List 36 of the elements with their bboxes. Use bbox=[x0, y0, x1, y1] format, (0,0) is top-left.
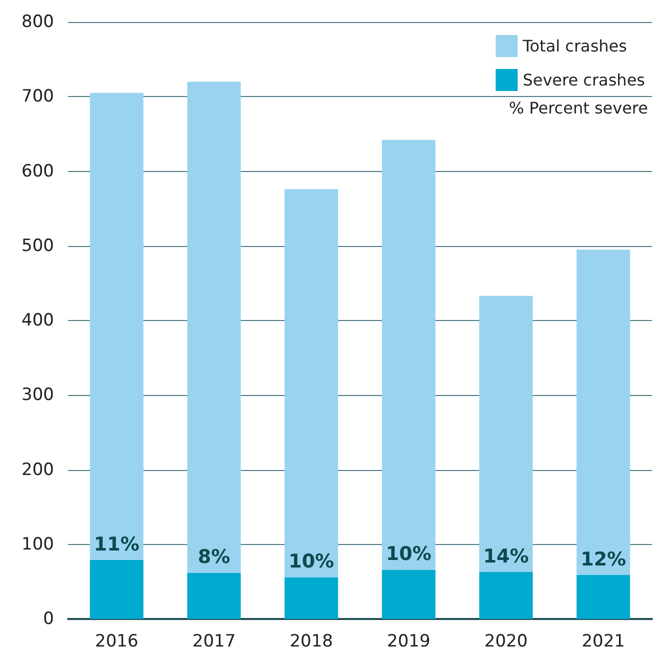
x-tick-label: 2017 bbox=[192, 632, 236, 652]
bar bbox=[576, 250, 630, 575]
bar bbox=[90, 92, 144, 560]
bar bbox=[187, 572, 241, 619]
annotation: 11% bbox=[94, 534, 140, 556]
x-tick-label: 2019 bbox=[387, 632, 430, 652]
bar bbox=[382, 140, 436, 570]
annotation: % Percent severe bbox=[508, 98, 648, 118]
y-tick-label: 800 bbox=[22, 12, 54, 32]
y-tick-label: 0 bbox=[43, 609, 54, 629]
annotation: 10% bbox=[386, 543, 432, 566]
x-tick-label: 2021 bbox=[582, 632, 625, 652]
annotation: 8% bbox=[198, 546, 230, 568]
bar bbox=[90, 560, 144, 619]
y-tick-label: 100 bbox=[22, 534, 54, 554]
legend-label: Total crashes bbox=[522, 36, 627, 56]
x-tick-label: 2016 bbox=[95, 632, 138, 652]
x-tick-label: 2020 bbox=[484, 632, 528, 652]
annotation: 12% bbox=[580, 548, 626, 570]
annotation: 14% bbox=[483, 545, 529, 568]
bar bbox=[479, 296, 533, 572]
x-tick-label: 2018 bbox=[290, 632, 333, 652]
bar bbox=[187, 82, 241, 573]
y-tick-label: 300 bbox=[22, 385, 54, 406]
legend-label: Severe crashes bbox=[522, 70, 646, 90]
y-tick-label: 600 bbox=[22, 161, 54, 182]
bar bbox=[479, 572, 533, 619]
bar bbox=[284, 189, 338, 578]
y-tick-label: 200 bbox=[22, 460, 54, 480]
annotation: 10% bbox=[288, 550, 334, 573]
y-tick-label: 700 bbox=[22, 86, 54, 107]
bar bbox=[576, 574, 630, 619]
bar bbox=[284, 577, 338, 619]
y-tick-label: 400 bbox=[22, 310, 54, 330]
y-tick-label: 500 bbox=[22, 236, 54, 256]
bar bbox=[382, 570, 436, 619]
